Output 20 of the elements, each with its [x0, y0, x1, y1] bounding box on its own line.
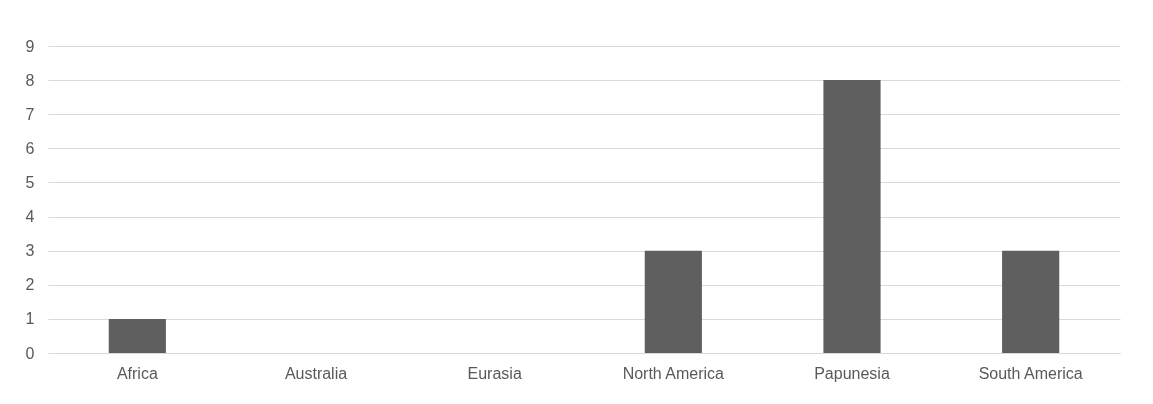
y-tick-label: 9: [25, 37, 35, 55]
y-tick-label: 6: [25, 139, 35, 157]
x-tick-label: Papunesia: [814, 364, 890, 382]
bar: [1002, 250, 1060, 353]
x-tick-label: Africa: [116, 364, 158, 382]
bar: [644, 250, 702, 353]
bar: [823, 80, 881, 353]
x-tick-label: South America: [978, 364, 1083, 382]
y-tick-label: 4: [25, 208, 35, 226]
y-tick-label: 3: [25, 242, 35, 260]
y-tick-label: 8: [25, 71, 35, 89]
y-tick-label: 7: [25, 105, 35, 123]
x-tick-label: Eurasia: [467, 364, 522, 382]
bar: [108, 318, 166, 353]
y-tick-label: 2: [25, 276, 35, 294]
y-tick-label: 0: [25, 344, 35, 362]
y-tick-label: 5: [25, 173, 35, 191]
x-tick-label: Australia: [284, 364, 348, 382]
y-tick-label: 1: [25, 310, 35, 328]
x-tick-label: North America: [622, 364, 725, 382]
